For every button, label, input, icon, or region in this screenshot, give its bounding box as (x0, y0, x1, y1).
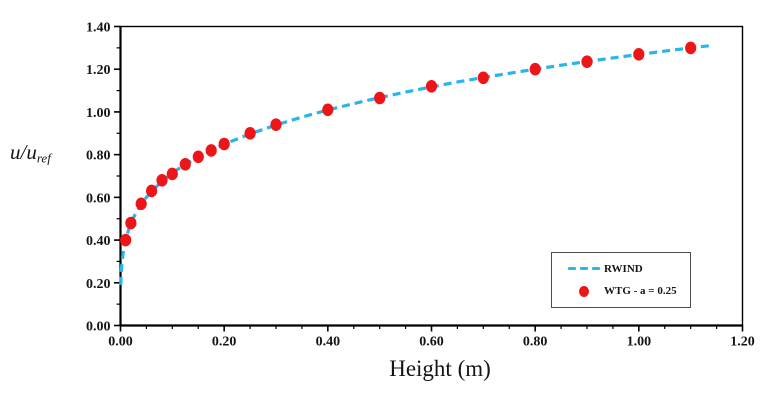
x-minor-ticks (145, 325, 718, 329)
rwind-dashed-line (119, 43, 712, 285)
y-tick-label: 1.20 (86, 63, 111, 78)
x-axis-ticks: 0.00 0.20 0.40 0.60 0.80 1.00 1.20 (108, 325, 755, 350)
data-point (166, 167, 178, 181)
x-tick-label: 1.00 (627, 335, 652, 350)
legend-entry-wtg: WTG - a = 0.25 (568, 281, 686, 301)
x-tick-label: 0.00 (108, 335, 133, 350)
dot-marker-sample (579, 285, 589, 297)
data-point (125, 216, 137, 230)
dot-swatch (568, 285, 600, 297)
data-point (425, 80, 438, 93)
y-tick-label: 0.80 (86, 149, 111, 164)
data-point (179, 158, 191, 171)
data-point (477, 71, 489, 85)
data-point (218, 137, 230, 151)
y-axis-ticks: 0.00 0.20 0.40 0.60 0.80 1.00 1.20 1.40 (86, 21, 121, 335)
y-axis-title: u/uref (10, 140, 120, 167)
y-axis-title-base: u/u (10, 140, 37, 164)
x-axis-title: Height (m) (389, 356, 491, 381)
y-tick-label: 1.00 (86, 106, 111, 121)
x-tick-label: 0.80 (523, 335, 548, 350)
y-tick-label: 0.20 (86, 277, 111, 292)
data-point (120, 233, 132, 247)
data-point (529, 62, 541, 76)
x-tick-label: 0.40 (316, 335, 341, 350)
data-point (205, 144, 217, 157)
data-point (685, 41, 697, 55)
y-minor-ticks (116, 47, 121, 305)
y-tick-label: 0.00 (86, 320, 111, 335)
data-point (374, 91, 386, 105)
x-tick-label: 0.20 (212, 335, 237, 350)
data-point (135, 197, 147, 211)
y-axis-title-subscript: ref (36, 150, 51, 166)
data-point (581, 55, 593, 68)
dashed-line-swatch (568, 266, 600, 271)
data-point (322, 103, 334, 117)
data-point (270, 118, 282, 131)
x-tick-label: 1.20 (730, 335, 755, 350)
data-point (192, 150, 204, 164)
y-tick-label: 0.40 (86, 234, 111, 249)
wtg-data-points (120, 41, 697, 247)
data-point (156, 174, 168, 187)
data-point (244, 127, 256, 140)
y-tick-label: 1.40 (86, 21, 111, 36)
dashed-line-sample (568, 266, 600, 271)
legend-entry-rwind: RWIND (568, 259, 686, 279)
data-point (146, 184, 158, 198)
x-tick-label: 0.60 (419, 335, 444, 350)
legend-box: RWIND WTG - a = 0.25 (551, 252, 691, 308)
legend-label-rwind: RWIND (604, 262, 643, 275)
data-point (633, 48, 645, 61)
legend-label-wtg: WTG - a = 0.25 (604, 285, 677, 298)
y-tick-label: 0.60 (86, 191, 111, 206)
